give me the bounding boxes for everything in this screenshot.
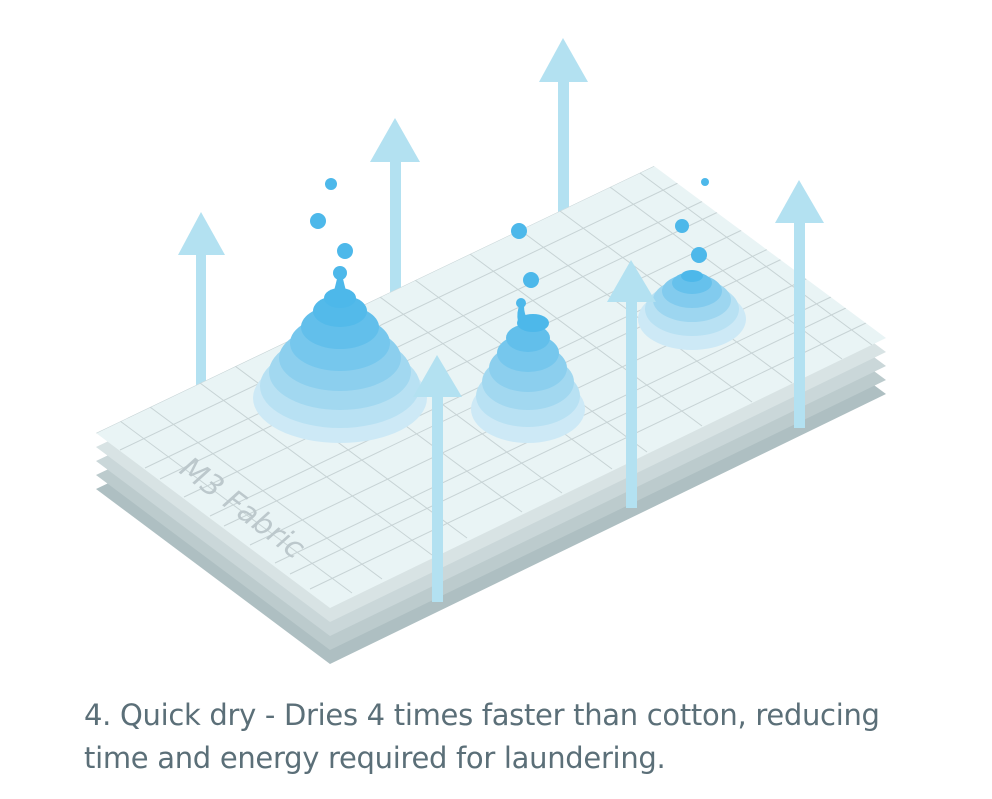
evaporation-arrow-icon [370,118,420,308]
evaporation-arrow-icon [775,180,824,428]
moisture-ripple-icon [253,266,427,443]
front-arrows [413,180,824,602]
water-droplet-icon [516,298,526,308]
water-droplet-icon [325,178,337,190]
water-droplet-icon [511,223,527,239]
moisture-ripple-icon [471,298,585,443]
evaporating-droplets [310,178,709,288]
water-droplet-icon [675,219,689,233]
evaporation-arrow-icon [539,38,588,228]
water-droplet-icon [691,247,707,263]
back-arrows [178,38,588,400]
water-droplet-icon [310,213,326,229]
caption-line-1: 4. Quick dry - Dries 4 times faster than… [84,698,880,732]
water-droplet-icon [523,272,539,288]
moisture-ripple-icon [638,270,746,350]
caption-line-2: time and energy required for laundering. [84,741,666,775]
evaporation-arrow-icon [607,260,656,508]
quick-dry-illustration: M3 Fabric [96,38,886,664]
evaporation-arrow-icon [178,212,225,400]
water-droplet-icon [337,243,353,259]
feature-caption: 4. Quick dry - Dries 4 times faster than… [84,694,944,780]
water-droplet-icon [701,178,709,186]
water-droplet-icon [333,266,347,280]
evaporation-arrow-icon [413,355,462,602]
